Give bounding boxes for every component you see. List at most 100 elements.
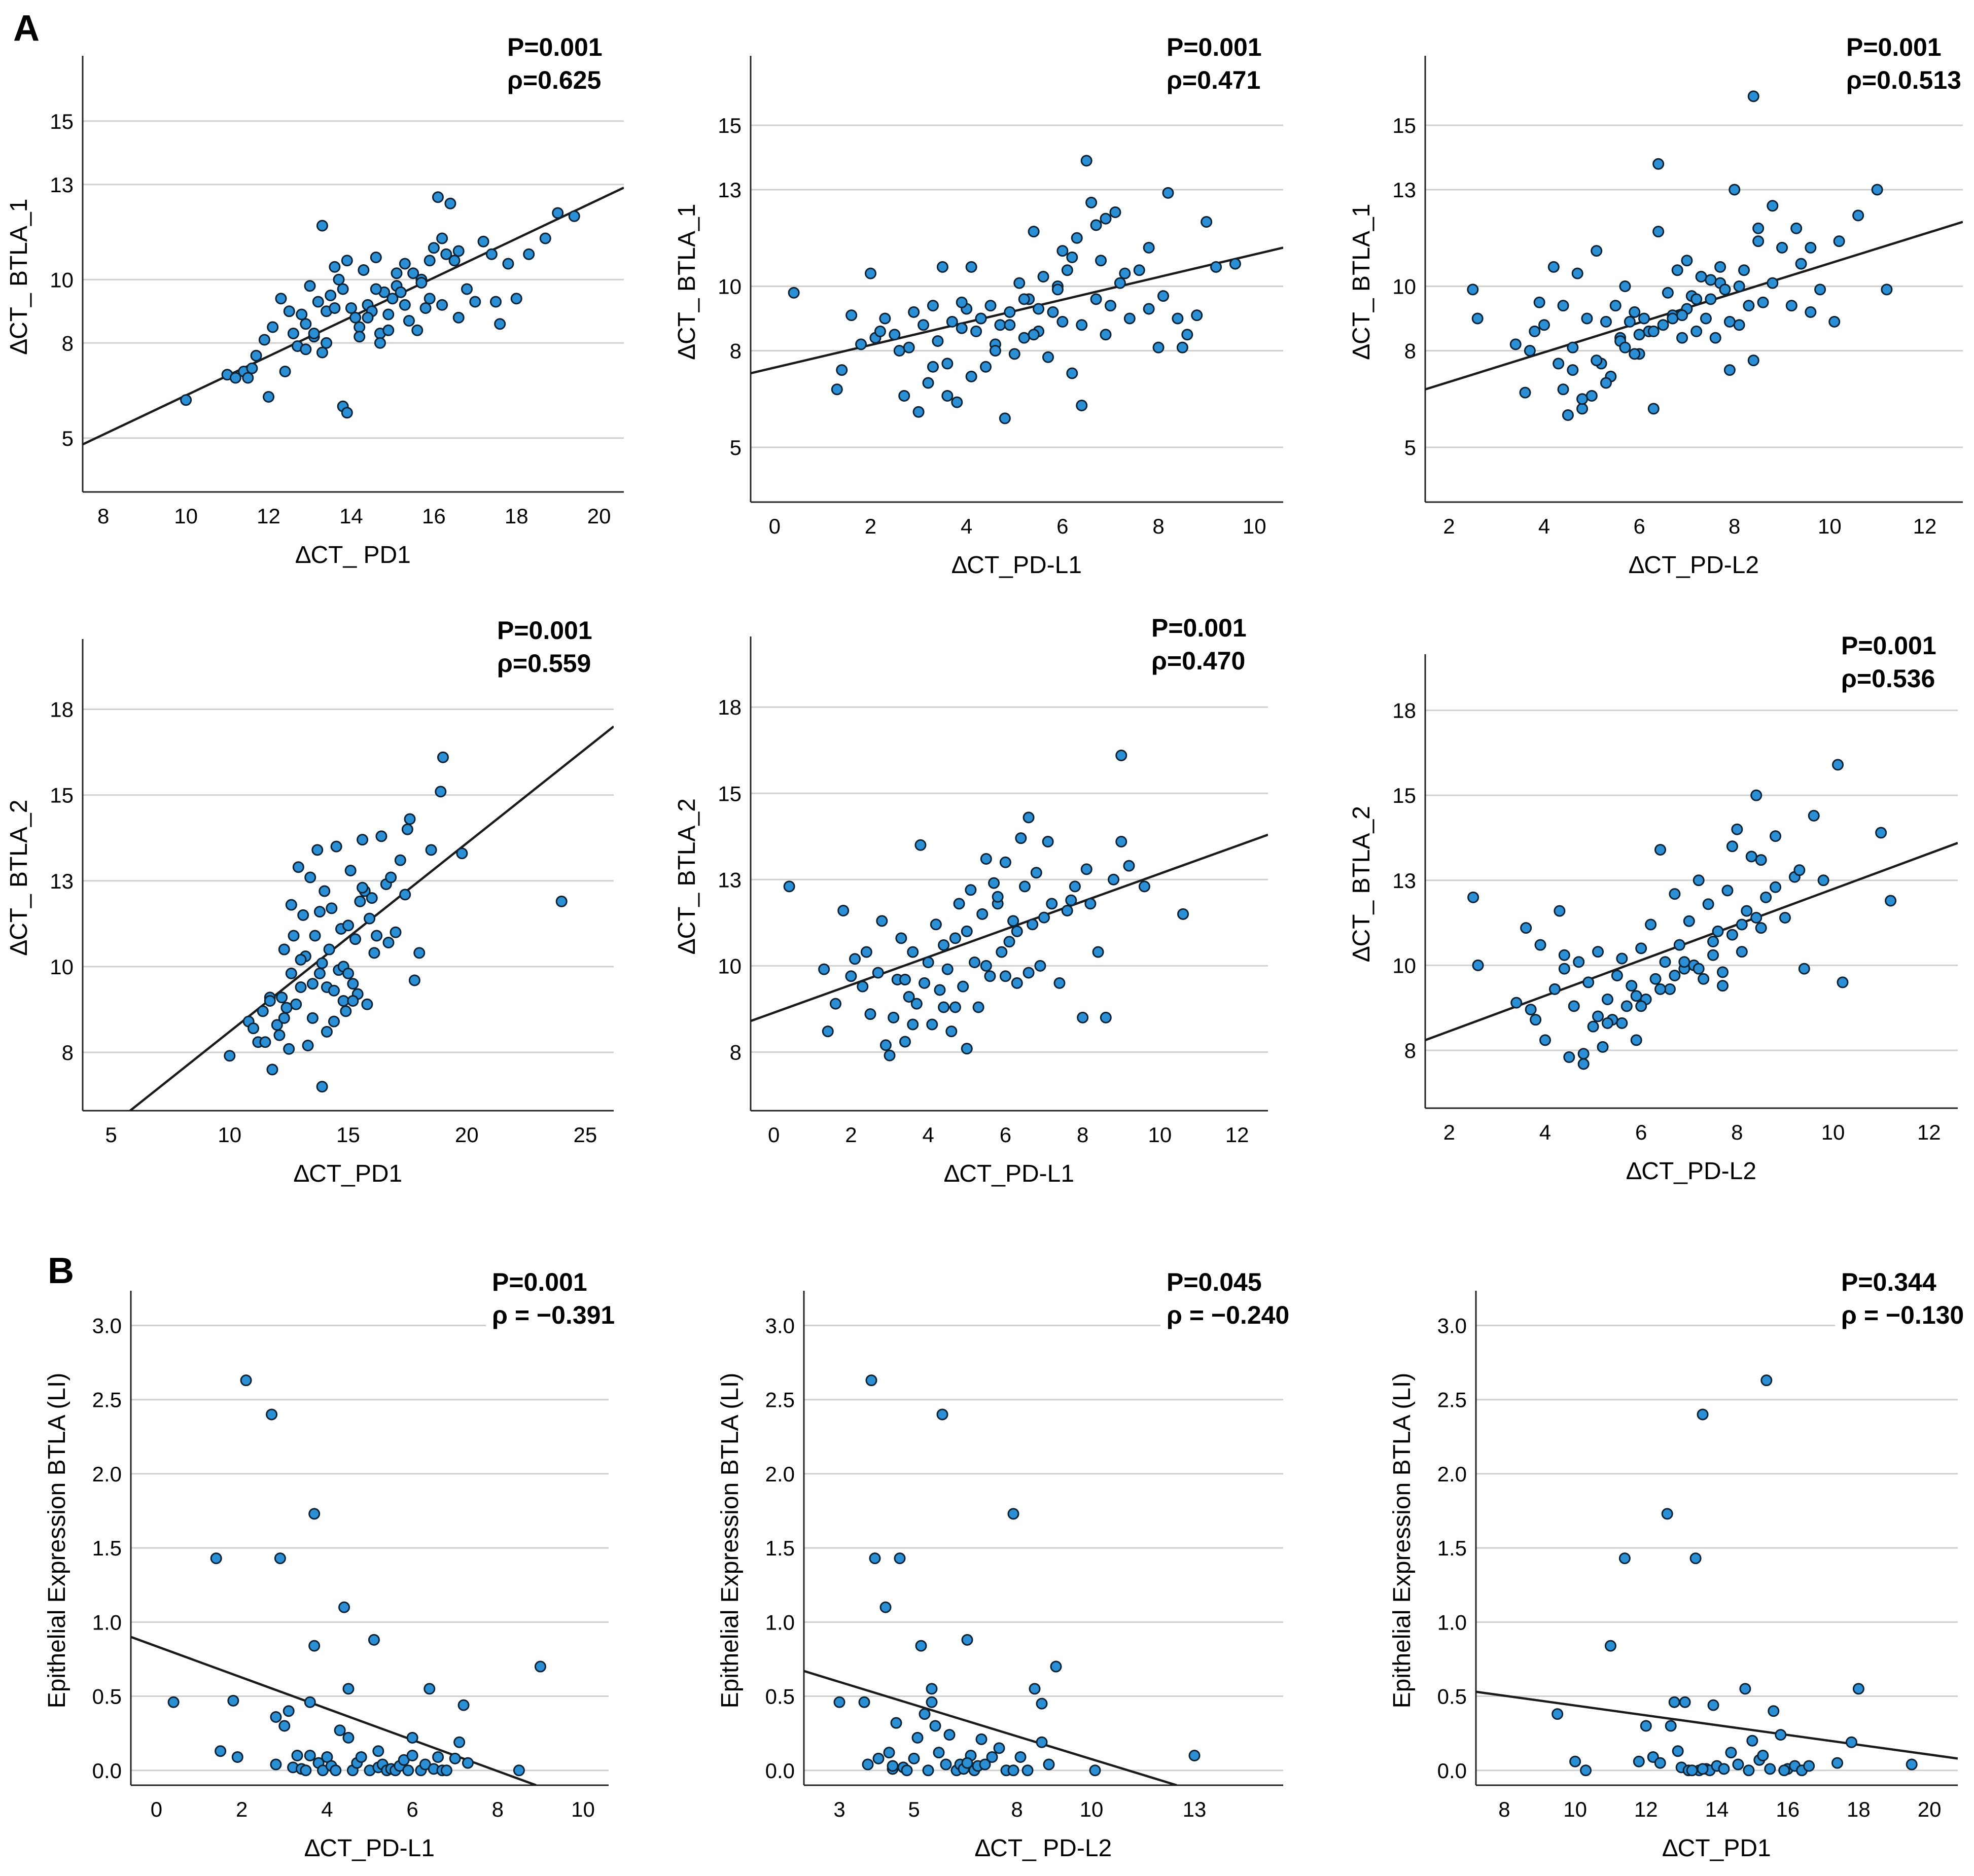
y-tick-label: 2.5 xyxy=(1437,1388,1467,1412)
data-point xyxy=(1538,319,1550,331)
data-point xyxy=(334,1724,346,1737)
data-point xyxy=(965,261,977,273)
data-point xyxy=(440,1764,452,1777)
data-point xyxy=(1832,759,1844,771)
data-point xyxy=(940,1758,952,1771)
data-point xyxy=(887,1760,899,1772)
data-point xyxy=(490,296,502,308)
p-value: P=0.045 xyxy=(1167,1268,1262,1296)
data-point xyxy=(306,1012,319,1024)
p-value: P=0.001 xyxy=(1167,33,1262,61)
data-point xyxy=(1805,306,1817,318)
data-point xyxy=(257,1005,269,1017)
data-point xyxy=(316,1081,328,1093)
data-point xyxy=(872,967,884,979)
x-tick-label: 20 xyxy=(455,1123,479,1147)
y-tick-label: 18 xyxy=(1392,699,1416,723)
data-point xyxy=(1553,358,1565,370)
data-point xyxy=(1014,1751,1027,1763)
data-point xyxy=(1509,338,1522,350)
data-point xyxy=(1709,332,1721,344)
data-point xyxy=(1013,277,1026,289)
data-point xyxy=(1726,840,1738,853)
data-point xyxy=(932,335,944,347)
data-point xyxy=(1520,922,1532,934)
data-point xyxy=(829,998,841,1010)
data-point xyxy=(1100,1011,1112,1023)
data-point xyxy=(1760,891,1772,903)
x-tick-label: 10 xyxy=(571,1797,595,1821)
data-point xyxy=(876,915,888,927)
x-axis-title: ∆CT_PD-L2 xyxy=(1629,552,1759,579)
data-point xyxy=(1852,1683,1864,1695)
x-tick-label: 12 xyxy=(1225,1123,1249,1147)
y-tick-label: 1.0 xyxy=(92,1610,122,1634)
data-point xyxy=(1104,300,1116,312)
data-point xyxy=(242,372,254,384)
data-point xyxy=(949,1001,961,1013)
data-point xyxy=(972,1001,984,1013)
data-point xyxy=(901,1764,913,1777)
data-point xyxy=(1600,315,1612,328)
p-value: P=0.001 xyxy=(1151,614,1247,642)
y-tick-label: 15 xyxy=(50,784,74,807)
data-point xyxy=(895,932,907,944)
data-point xyxy=(215,1745,227,1757)
data-point xyxy=(1668,1696,1680,1708)
data-point xyxy=(1530,1014,1542,1026)
data-point xyxy=(329,261,341,273)
data-point xyxy=(440,248,452,260)
data-point xyxy=(927,361,939,373)
data-point xyxy=(319,885,331,897)
data-point xyxy=(278,1012,290,1024)
data-point xyxy=(1633,329,1645,341)
data-point xyxy=(337,283,349,295)
data-point xyxy=(375,830,387,842)
data-point xyxy=(534,1660,546,1673)
data-point xyxy=(349,933,362,945)
y-tick-label: 13 xyxy=(718,868,742,892)
x-axis-title: ∆CT_PD1 xyxy=(294,1160,402,1187)
x-tick-label: 14 xyxy=(339,504,363,528)
data-point xyxy=(273,1029,286,1041)
data-point xyxy=(1100,329,1112,341)
data-point xyxy=(1008,348,1020,360)
data-point xyxy=(1647,403,1660,415)
data-point xyxy=(287,328,299,339)
x-tick-label: 6 xyxy=(1000,1123,1011,1147)
plot-area xyxy=(1476,1374,1958,1777)
data-point xyxy=(1092,946,1104,958)
x-tick-label: 8 xyxy=(1731,1120,1743,1144)
x-axis-title: ∆CT_PD-L1 xyxy=(944,1160,1074,1187)
data-point xyxy=(788,287,800,299)
data-point xyxy=(984,300,997,312)
data-point xyxy=(390,926,402,938)
x-tick-label: 2 xyxy=(1443,1120,1455,1144)
p-value: P=0.001 xyxy=(507,33,603,61)
x-tick-label: 8 xyxy=(1729,514,1740,538)
x-tick-label: 2 xyxy=(845,1123,857,1147)
stats-box xyxy=(486,1265,618,1331)
y-tick-label: 2.0 xyxy=(92,1462,122,1486)
data-point xyxy=(308,328,320,339)
data-point xyxy=(1845,1736,1857,1748)
data-point xyxy=(1669,970,1681,982)
data-point xyxy=(347,978,359,990)
rho-value: ρ=0.536 xyxy=(1841,664,1935,693)
panel-label-b: B xyxy=(48,1251,74,1291)
y-tick-label: 13 xyxy=(1392,178,1416,202)
data-point xyxy=(316,346,328,359)
y-tick-label: 2.5 xyxy=(765,1388,795,1412)
data-point xyxy=(1712,925,1724,937)
data-point xyxy=(999,412,1011,424)
data-point xyxy=(1659,956,1671,968)
chart-a4: 8 10 13 15 18 5 10 15 20 25 P=0.001 ρ=0.559 ∆CT_PD1 ∆… xyxy=(6,614,623,1187)
data-point xyxy=(1683,915,1695,927)
data-point xyxy=(370,283,382,295)
data-point xyxy=(961,1634,973,1646)
p-value: P=0.001 xyxy=(1846,33,1942,61)
data-point xyxy=(1071,232,1083,244)
data-point xyxy=(1229,258,1241,270)
data-point xyxy=(246,362,258,374)
data-point xyxy=(1577,1058,1590,1070)
